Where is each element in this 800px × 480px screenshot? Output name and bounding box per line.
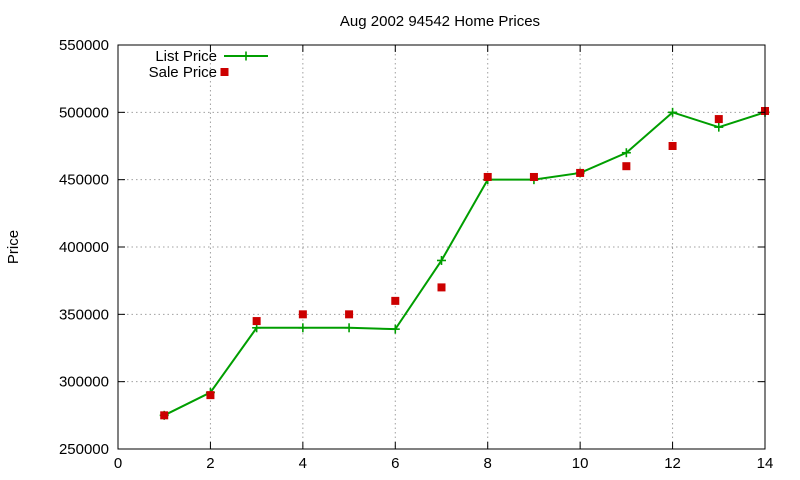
y-tick-label: 500000 bbox=[59, 104, 109, 121]
y-tick-label: 350000 bbox=[59, 306, 109, 323]
legend-marker bbox=[220, 68, 229, 76]
x-tick-label: 12 bbox=[664, 455, 681, 472]
data-point bbox=[576, 168, 585, 177]
data-point bbox=[390, 324, 400, 334]
data-point bbox=[345, 310, 354, 319]
x-tick-label: 14 bbox=[757, 455, 774, 472]
y-axis-label: Price bbox=[5, 230, 22, 264]
series-line bbox=[163, 111, 766, 417]
y-tick-label: 400000 bbox=[59, 239, 109, 256]
data-point bbox=[437, 283, 446, 292]
x-tick-label: 2 bbox=[206, 455, 214, 472]
data-point bbox=[621, 148, 631, 158]
data-point bbox=[668, 107, 678, 117]
x-tick-label: 0 bbox=[114, 455, 122, 472]
data-point bbox=[668, 142, 677, 150]
x-tick-label: 10 bbox=[572, 455, 589, 472]
axes: 0 2 4 6 8 10 12 14 250000 300000 350000 400000 45000… bbox=[59, 37, 773, 472]
data-point bbox=[344, 323, 354, 333]
data-point bbox=[298, 310, 307, 319]
data-point bbox=[298, 323, 308, 333]
series-list-price bbox=[159, 107, 770, 420]
data-point bbox=[714, 115, 723, 124]
x-tick-label: 6 bbox=[391, 455, 399, 472]
legend-marker bbox=[241, 51, 251, 61]
data-point bbox=[252, 317, 261, 326]
data-point bbox=[160, 411, 169, 420]
data-point bbox=[206, 391, 215, 400]
y-tick-label: 250000 bbox=[59, 441, 109, 458]
y-tick-label: 550000 bbox=[59, 37, 109, 54]
x-tick-label: 4 bbox=[299, 455, 307, 472]
data-point bbox=[437, 255, 446, 265]
chart-title: Aug 2002 94542 Home Prices bbox=[340, 13, 540, 30]
data-point bbox=[391, 296, 400, 305]
y-tick-label: 300000 bbox=[59, 374, 109, 391]
x-tick-label: 8 bbox=[484, 455, 492, 472]
data-point bbox=[714, 122, 724, 132]
y-tick-label: 450000 bbox=[59, 172, 109, 189]
data-point bbox=[483, 172, 492, 181]
data-point bbox=[622, 162, 631, 171]
legend-label: Sale Price bbox=[149, 64, 217, 81]
legend-label: List Price bbox=[155, 48, 217, 65]
data-point bbox=[529, 172, 538, 181]
